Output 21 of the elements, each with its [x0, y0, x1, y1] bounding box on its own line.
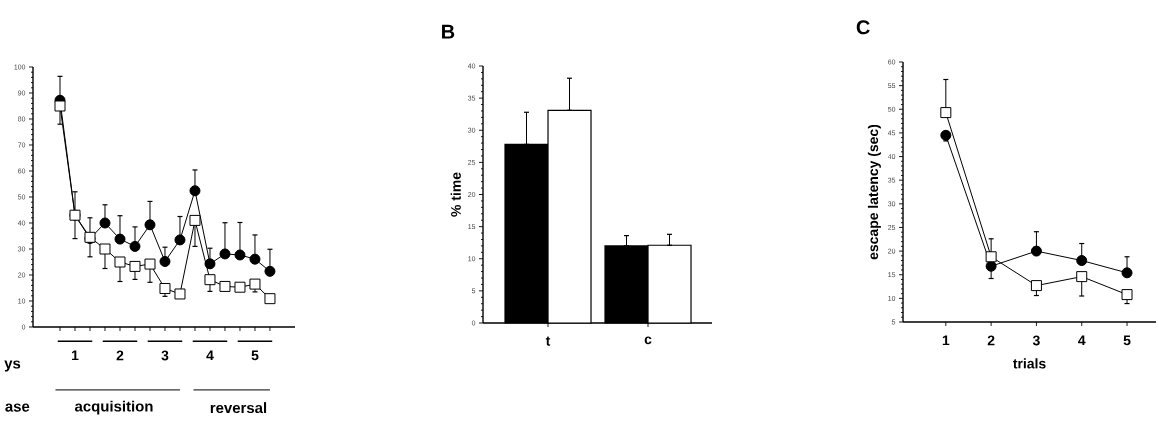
x-tick-label: t: [545, 336, 551, 346]
x-tick-label: 5: [251, 350, 259, 361]
x-tick-label: 1: [71, 350, 79, 361]
text: ys: [4, 360, 21, 372]
x-tick-label: 3: [161, 350, 169, 361]
x-tick-label: 1: [942, 335, 950, 346]
y-axis-title: escape latency (sec): [867, 124, 881, 260]
y-axis-title: % time: [450, 172, 461, 217]
x-tick-label: 4: [1078, 335, 1086, 346]
x-tick-label: 4: [206, 350, 214, 361]
text: ase: [5, 403, 30, 412]
x-axis-title: trials: [1013, 358, 1046, 369]
x-tick-label: c: [644, 336, 652, 345]
chart-title: C: [856, 20, 870, 35]
chart-title: B: [442, 24, 455, 39]
text: acquisition: [74, 400, 153, 415]
text: reversal: [210, 402, 267, 414]
x-tick-label: 2: [116, 350, 124, 361]
x-tick-label: 3: [1032, 335, 1040, 346]
x-tick-label: 5: [1123, 335, 1131, 346]
x-tick-label: 2: [987, 335, 995, 346]
